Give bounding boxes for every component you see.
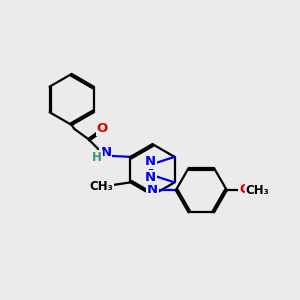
- Text: CH₃: CH₃: [246, 184, 269, 197]
- Text: N: N: [100, 146, 111, 159]
- Text: N: N: [145, 171, 156, 184]
- Text: O: O: [239, 183, 250, 196]
- Text: N: N: [145, 155, 156, 168]
- Text: O: O: [97, 122, 108, 135]
- Text: N: N: [147, 183, 158, 196]
- Text: H: H: [92, 151, 102, 164]
- Text: CH₃: CH₃: [89, 180, 113, 193]
